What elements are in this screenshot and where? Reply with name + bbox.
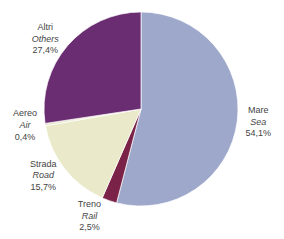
svg-text:StradaRoad15,7%: StradaRoad15,7% [30,159,57,192]
svg-text:MareSea54,1%: MareSea54,1% [246,105,272,138]
svg-text:AltriOthers27,4%: AltriOthers27,4% [32,22,60,55]
svg-text:TrenoRail2,5%: TrenoRail2,5% [78,199,101,232]
svg-text:AereoAir0,4%: AereoAir0,4% [13,108,37,141]
